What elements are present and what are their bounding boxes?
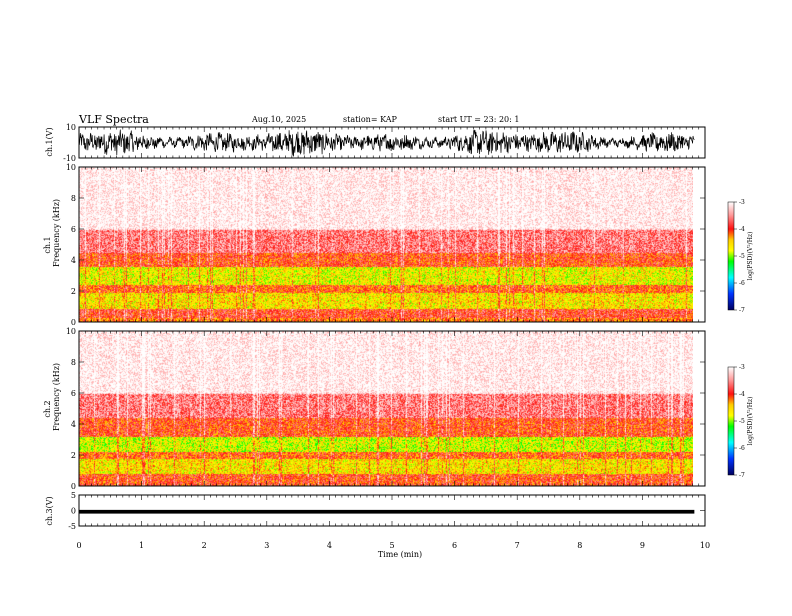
y-tick-label: 0 (71, 318, 76, 327)
y-tick-label: -10 (63, 154, 76, 163)
ch3-waveform-panel: 5 0 -5 ch.3(V) (45, 491, 706, 531)
ch2-spectrogram-image (79, 331, 693, 486)
ch1-spectrogram-ylabel-frequency: Frequency (kHz) (52, 199, 61, 267)
colorbar-tick-label: -7 (739, 307, 745, 314)
ch1-colorbar-gradient (727, 201, 735, 311)
y-tick-label: 10 (66, 327, 76, 336)
colorbar-tick-label: -5 (739, 253, 745, 260)
figure-title: VLF Spectra (78, 113, 149, 126)
y-tick-label: 0 (71, 507, 76, 516)
x-tick-label: 5 (389, 541, 394, 550)
colorbar-tick-label: -3 (739, 199, 745, 206)
ch2-spectrogram-ylabel-frequency: Frequency (kHz) (52, 363, 61, 431)
colorbar-tick-label: -6 (739, 445, 745, 452)
y-tick-label: 10 (66, 123, 76, 132)
ch1-colorbar: -3 -4 -5 -6 -7 log(PSD)(V²/Hz) (727, 199, 754, 314)
date-label: Aug.10, 2025 (251, 115, 306, 124)
x-tick-label: 3 (264, 541, 269, 550)
colorbar-tick-label: -5 (739, 418, 745, 425)
y-tick-label: 6 (71, 389, 76, 398)
y-tick-label: 8 (71, 358, 76, 367)
x-axis-label: Time (min) (378, 550, 422, 559)
ch2-spectrogram-panel: 0 2 4 6 8 10 ch.2 Frequency (kHz) (43, 327, 706, 491)
x-tick-label: 0 (76, 541, 81, 550)
ch2-colorbar: -3 -4 -5 -6 -7 log(PSD)(V²/Hz) (727, 364, 754, 479)
y-tick-label: 2 (71, 287, 76, 296)
y-tick-label: -5 (68, 522, 76, 531)
colorbar-tick-label: -6 (739, 280, 745, 287)
ch1-spectrogram-panel: 0 2 4 6 8 10 ch.1 Frequency (kHz) (43, 163, 706, 327)
y-tick-label: 4 (71, 420, 76, 429)
ch1-waveform-ylabel: ch.1(V) (45, 127, 54, 156)
y-tick-label: 8 (71, 194, 76, 203)
x-tick-label: 1 (139, 541, 144, 550)
ch1-spectrogram-ylabel-channel: ch.1 (43, 236, 52, 253)
y-tick-label: 2 (71, 451, 76, 460)
colorbar-tick-label: -7 (739, 472, 745, 479)
station-label: station= KAP (343, 115, 398, 124)
x-tick-label: 4 (327, 541, 332, 550)
y-tick-label: 6 (71, 225, 76, 234)
colorbar-tick-label: -3 (739, 364, 745, 371)
ch2-colorbar-gradient (727, 366, 735, 476)
x-tick-label: 2 (202, 541, 207, 550)
x-tick-label: 6 (452, 541, 457, 550)
x-tick-label: 7 (515, 541, 520, 550)
y-tick-label: 4 (71, 256, 76, 265)
start-time-label: start UT = 23: 20: 1 (438, 115, 519, 124)
ch2-colorbar-label: log(PSD)(V²/Hz) (747, 397, 754, 446)
x-tick-label: 9 (640, 541, 645, 550)
x-tick-label: 8 (577, 541, 582, 550)
ch3-waveform-ylabel: ch.3(V) (45, 496, 54, 525)
x-tick-label: 10 (700, 541, 710, 550)
y-tick-label: 0 (71, 482, 76, 491)
colorbar-tick-label: -4 (739, 226, 745, 233)
ch2-spectrogram-ylabel-channel: ch.2 (43, 400, 52, 417)
y-tick-label: 5 (71, 491, 76, 500)
ch1-colorbar-label: log(PSD)(V²/Hz) (747, 232, 754, 281)
ch1-waveform-panel: 10 -10 ch.1(V) (45, 123, 706, 163)
ch1-spectrogram-image (79, 167, 693, 322)
y-tick-label: 10 (66, 163, 76, 172)
ch3-trace-band (79, 509, 695, 514)
ch1-trace (78, 129, 695, 157)
colorbar-tick-label: -4 (739, 391, 745, 398)
